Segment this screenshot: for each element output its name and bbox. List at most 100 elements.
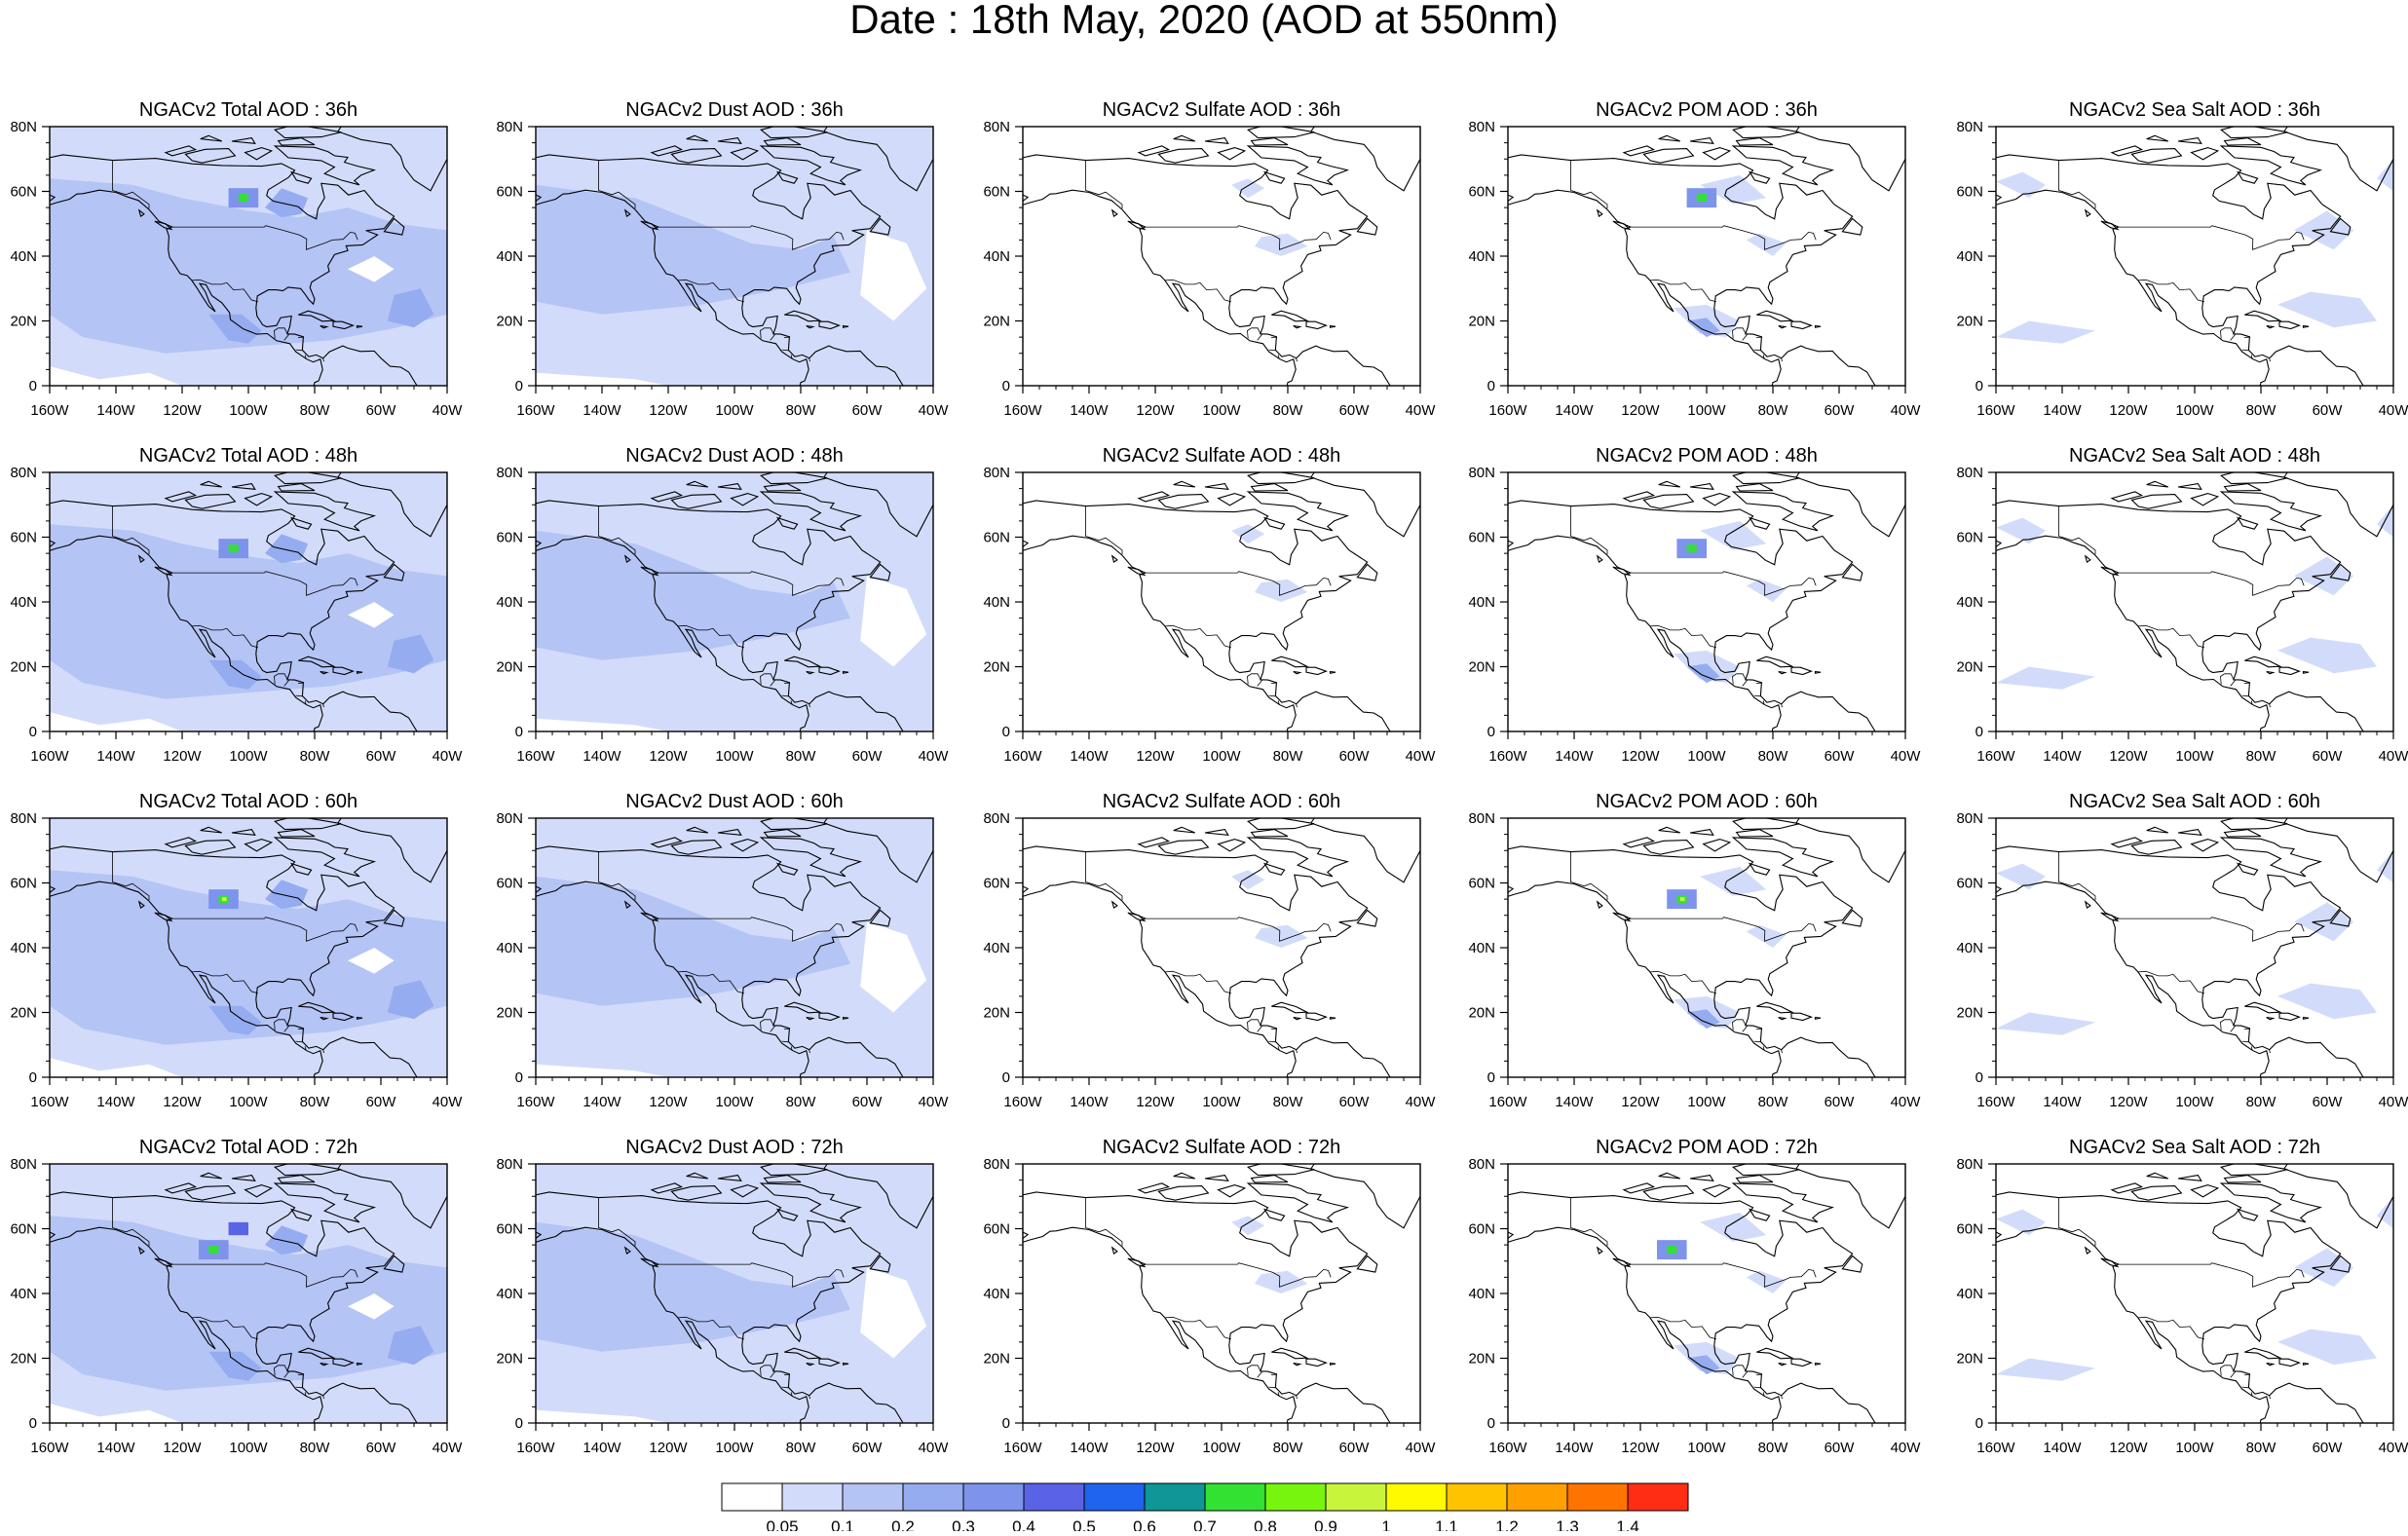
y-tick-label: 20N [10,659,37,676]
y-tick-label: 80N [10,465,37,481]
y-tick-label: 40N [1468,248,1495,265]
y-tick-label: 0 [1487,1069,1495,1086]
x-tick-label: 40W [433,1094,464,1110]
aod-contour [208,1246,218,1254]
x-tick-label: 40W [919,1440,950,1456]
x-tick-label: 140W [2043,748,2082,765]
x-tick-label: 120W [1136,1094,1175,1110]
x-tick-label: 100W [1687,402,1726,419]
y-tick-label: 20N [983,1005,1010,1022]
aod-contour [1680,897,1685,901]
x-tick-label: 160W [1003,748,1042,765]
x-tick-label: 140W [583,1440,621,1456]
x-tick-label: 40W [433,1440,464,1456]
x-tick-label: 40W [1406,748,1437,765]
y-tick-label: 40N [1468,1286,1495,1302]
y-tick-label: 60N [1468,184,1495,201]
x-tick-label: 40W [1406,1094,1437,1110]
x-tick-label: 60W [2313,402,2344,419]
panel-title: NGACv2 Total AOD : 60h [139,791,357,812]
x-tick-label: 80W [786,402,817,419]
x-tick-label: 120W [2109,1094,2148,1110]
y-tick-label: 40N [10,594,37,611]
y-tick-label: 0 [515,378,523,394]
y-tick-label: 80N [1956,1156,1983,1173]
x-tick-label: 160W [1003,1440,1042,1456]
x-tick-label: 160W [30,402,69,419]
y-tick-label: 0 [1487,1415,1495,1432]
x-tick-label: 80W [1758,1440,1789,1456]
y-tick-label: 60N [10,876,37,892]
x-tick-label: 80W [1273,748,1304,765]
x-tick-label: 120W [649,1440,688,1456]
x-tick-label: 40W [1891,1440,1922,1456]
x-tick-label: 160W [1488,402,1527,419]
x-tick-label: 60W [1339,1094,1371,1110]
x-tick-label: 60W [2313,1440,2344,1456]
y-tick-label: 60N [983,530,1010,546]
x-tick-label: 120W [163,402,202,419]
x-tick-label: 40W [1891,1094,1922,1110]
y-tick-label: 20N [10,1005,37,1022]
y-tick-label: 0 [1487,378,1495,394]
y-tick-label: 60N [1956,1221,1983,1238]
x-tick-label: 160W [516,402,555,419]
x-tick-label: 160W [1976,402,2015,419]
x-tick-label: 100W [1687,1094,1726,1110]
x-tick-label: 40W [433,402,464,419]
x-tick-label: 40W [919,748,950,765]
y-tick-label: 80N [496,810,523,827]
y-tick-label: 80N [1468,810,1495,827]
aod-contour [222,897,227,901]
x-tick-label: 100W [229,748,268,765]
panel-title: NGACv2 Dust AOD : 72h [625,1137,843,1158]
x-tick-label: 40W [2379,402,2408,419]
x-tick-label: 60W [1339,748,1371,765]
x-tick-label: 160W [516,1094,555,1110]
y-tick-label: 40N [10,940,37,956]
x-tick-label: 140W [96,402,135,419]
y-tick-label: 80N [10,810,37,827]
y-tick-label: 80N [1468,1156,1495,1173]
x-tick-label: 140W [1555,1094,1594,1110]
x-tick-label: 140W [1555,748,1594,765]
y-tick-label: 80N [1956,119,1983,135]
y-tick-label: 40N [1956,940,1983,956]
y-tick-label: 40N [496,248,523,265]
y-tick-label: 40N [10,248,37,265]
y-tick-label: 0 [1975,724,1983,740]
aod-contour [1687,544,1697,552]
y-tick-label: 80N [496,119,523,135]
panel-title: NGACv2 Sulfate AOD : 60h [1103,791,1341,812]
y-tick-label: 20N [1468,1351,1495,1367]
x-tick-label: 100W [1687,1440,1726,1456]
x-tick-label: 80W [1758,402,1789,419]
y-tick-label: 60N [10,1221,37,1238]
panel-title: NGACv2 Dust AOD : 36h [625,99,843,121]
x-tick-label: 80W [1273,402,1304,419]
x-tick-label: 120W [1136,1440,1175,1456]
x-tick-label: 160W [1488,1440,1527,1456]
x-tick-label: 160W [30,748,69,765]
x-tick-label: 80W [300,1094,331,1110]
panel-title: NGACv2 Total AOD : 72h [139,1137,357,1158]
x-tick-label: 140W [1070,748,1109,765]
y-tick-label: 0 [1975,1069,1983,1086]
aod-contour [229,1222,248,1235]
x-tick-label: 80W [1758,748,1789,765]
x-tick-label: 140W [1070,1094,1109,1110]
y-tick-label: 40N [496,594,523,611]
x-tick-label: 120W [163,1094,202,1110]
x-tick-label: 100W [2175,402,2214,419]
panel-title: NGACv2 Sulfate AOD : 72h [1103,1137,1341,1158]
y-tick-label: 0 [29,1069,37,1086]
y-tick-label: 20N [496,1005,523,1022]
